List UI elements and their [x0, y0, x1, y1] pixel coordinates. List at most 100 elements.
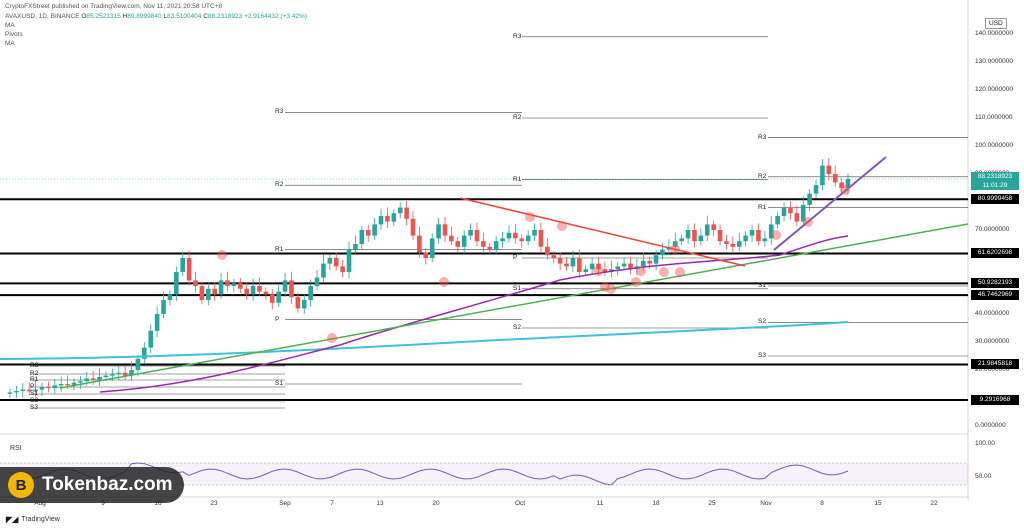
candle-body — [410, 218, 416, 236]
candle-body — [167, 294, 173, 300]
x-tick-label: 22 — [930, 500, 938, 507]
last-price-value: 88.2318923 — [977, 173, 1013, 180]
tradingview-footer[interactable]: ◤◢ TradingView — [6, 515, 60, 524]
candle-body — [46, 386, 51, 389]
touch-point-marker — [439, 277, 449, 287]
candle-body — [353, 244, 358, 250]
touch-point-marker — [840, 185, 850, 195]
candle-body — [685, 230, 691, 239]
candle-body — [704, 224, 710, 236]
pivot-label: S2 — [758, 318, 766, 326]
candle-body — [736, 241, 742, 247]
bar-countdown: 11:01:29 — [982, 182, 1008, 189]
rsi-tick-50: 50.00 — [975, 473, 992, 480]
candle-body — [116, 372, 122, 375]
currency-button[interactable]: USD — [985, 18, 1007, 29]
x-tick-label: Aug — [34, 500, 46, 507]
candle-body — [206, 288, 211, 300]
y-tick-label: 120.0000000 — [975, 86, 1013, 93]
candle-body — [532, 230, 537, 236]
x-tick-label: 20 — [432, 500, 440, 507]
candle-body — [301, 300, 307, 309]
candle-body — [832, 174, 838, 183]
pivot-label: S1 — [275, 380, 283, 387]
ohlc-c: C88.2318923 — [203, 13, 244, 20]
y-tick-label: 40.0000000 — [975, 310, 1010, 317]
candle-body — [724, 241, 729, 244]
pivot-label: R2 — [275, 181, 284, 189]
level-label: 50.9282193 — [971, 278, 1019, 289]
candle-body — [20, 389, 26, 391]
rsi-label[interactable]: RSI — [10, 445, 22, 452]
candle-body — [71, 382, 77, 385]
y-tick-label: 100.0000000 — [975, 142, 1013, 149]
candle-body — [487, 246, 493, 250]
y-tick-label: 0.0000000 — [975, 422, 1006, 429]
candle-body — [794, 213, 800, 222]
candle-body — [820, 165, 825, 186]
candle-body — [513, 232, 518, 239]
candle-body — [423, 252, 429, 258]
candle-body — [474, 230, 480, 242]
candle-body — [436, 224, 441, 239]
candle-body — [154, 314, 160, 331]
x-tick-label: 15 — [874, 500, 882, 507]
indicator-ma-1[interactable]: MA — [5, 22, 15, 29]
candle-body — [672, 241, 678, 247]
x-tick-label: 8 — [820, 500, 824, 507]
candle-body — [110, 374, 115, 376]
ohlc-key: H — [122, 13, 128, 20]
touch-point-marker — [631, 277, 641, 287]
candle-body — [461, 235, 467, 247]
candle-body — [653, 255, 659, 264]
touch-point-marker — [525, 212, 535, 222]
y-tick-label: 30.0000000 — [975, 338, 1010, 345]
pivot-label: R3 — [758, 133, 767, 141]
candle-body — [455, 241, 461, 247]
publisher-line: CryptoFXStreet published on TradingView.… — [5, 3, 223, 10]
candle-body — [282, 280, 288, 292]
candle-body — [564, 263, 569, 267]
rsi-tick-100: 100.00 — [975, 440, 995, 447]
candle-body — [743, 235, 748, 242]
candle-body — [263, 291, 269, 295]
x-tick-label: 13 — [376, 500, 384, 507]
last-price-tag: 88.2318923 11:01:29 — [971, 172, 1019, 190]
indicator-ma-2[interactable]: MA — [5, 40, 15, 47]
candle-body — [481, 241, 486, 247]
x-tick-label: 23 — [210, 500, 218, 507]
candle-body — [78, 381, 83, 383]
touch-point-marker — [327, 333, 337, 343]
pivot-label: R1 — [513, 175, 522, 183]
candle-body — [577, 258, 582, 272]
candle-body — [404, 207, 409, 219]
pivot-label: P — [30, 383, 35, 390]
candle-body — [698, 235, 704, 242]
candle-body — [161, 300, 166, 314]
trendline-green — [59, 223, 969, 389]
ohlc-h: H89.8999840 — [123, 13, 164, 20]
candle-body — [788, 207, 793, 214]
candle-body — [660, 249, 665, 256]
candle-body — [493, 241, 499, 250]
candle-body — [775, 216, 780, 225]
candle-body — [839, 182, 844, 188]
level-label: 80.9999458 — [971, 194, 1019, 205]
x-tick-label: 11 — [596, 500, 604, 507]
touch-point-marker — [670, 244, 680, 254]
candle-body — [276, 291, 281, 303]
pivot-label: S1 — [513, 284, 521, 292]
candle-body — [506, 232, 512, 239]
rsi-line — [9, 462, 849, 486]
touch-point-marker — [557, 221, 567, 231]
pivot-label: P — [275, 315, 280, 323]
touch-point-marker — [675, 267, 685, 277]
touch-point-marker — [217, 250, 227, 260]
ohlc-key: C — [203, 13, 208, 20]
indicator-pivots[interactable]: Pivots — [5, 31, 23, 38]
symbol-label: AVAXUSD, 1D, BINANCE — [5, 13, 80, 20]
candle-body — [218, 280, 224, 295]
ohlc-val: 89.8999840 — [127, 13, 164, 20]
candle-body — [551, 255, 557, 258]
